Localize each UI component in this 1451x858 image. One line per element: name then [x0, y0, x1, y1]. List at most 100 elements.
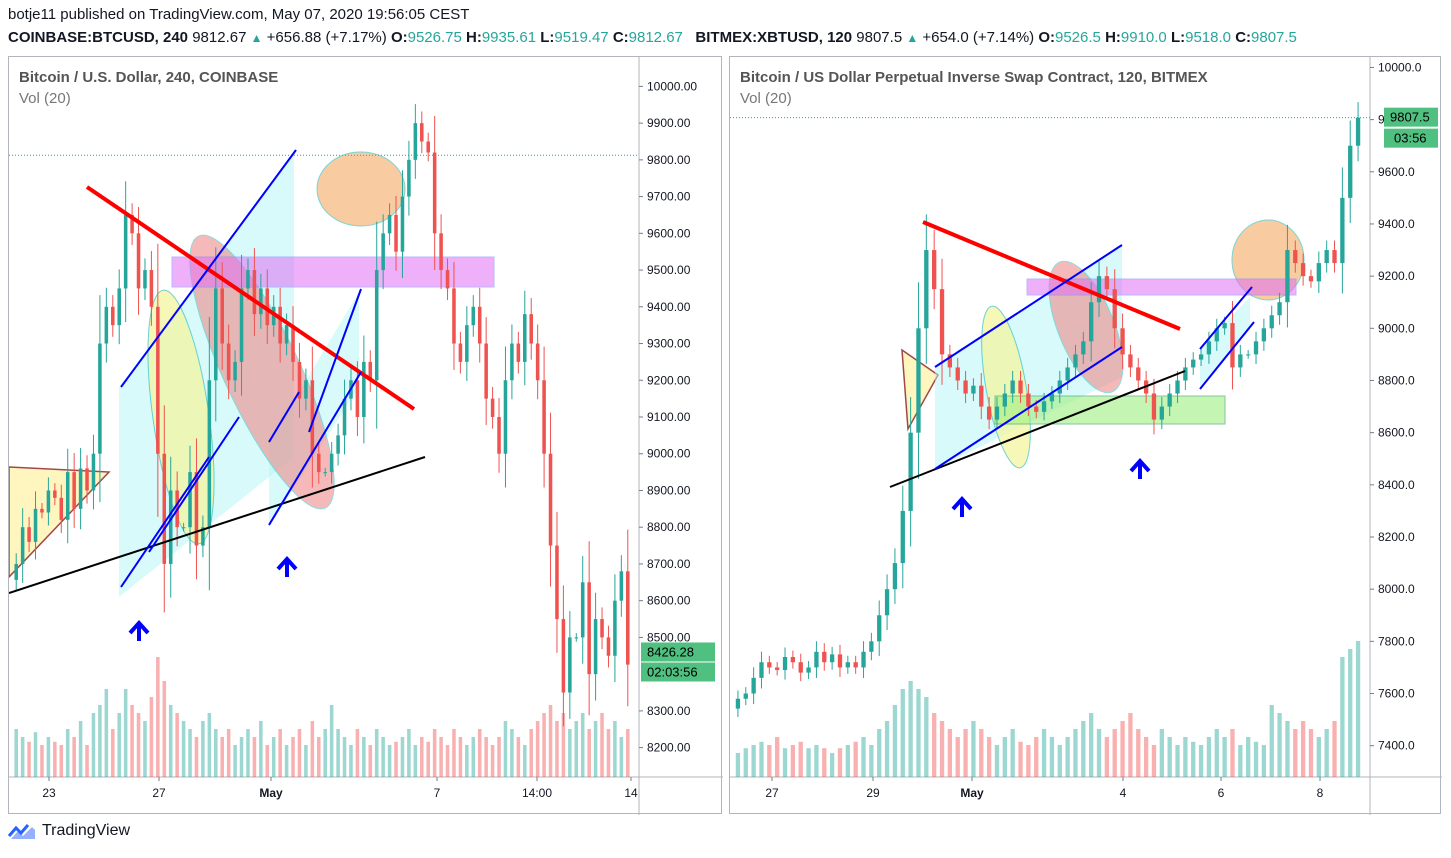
- volume-bar: [853, 741, 858, 777]
- volume-bar: [568, 729, 572, 777]
- right-change: +654.0 (+7.14%): [922, 29, 1035, 46]
- candle-body: [1159, 406, 1164, 420]
- candle-body: [329, 453, 334, 473]
- y-tick-label: 7600.0: [1378, 687, 1415, 701]
- candle-body: [600, 619, 604, 638]
- candle-body: [1034, 406, 1039, 412]
- candle-body: [194, 472, 199, 546]
- volume-bar: [587, 729, 591, 777]
- candle-body: [374, 270, 379, 381]
- candle-body: [1010, 380, 1015, 394]
- channel-line: [268, 371, 362, 526]
- candle-body: [916, 328, 921, 433]
- candle-body: [104, 306, 109, 344]
- volume-bar: [175, 713, 179, 777]
- candle-body: [892, 563, 898, 590]
- volume-bar: [593, 721, 598, 777]
- volume-bar: [735, 753, 741, 777]
- volume-bar: [40, 745, 44, 777]
- volume-bar: [979, 729, 984, 777]
- candle-body: [1222, 323, 1227, 329]
- volume-bar: [46, 737, 51, 777]
- volume-bar: [1308, 729, 1314, 777]
- candle-body: [1104, 276, 1110, 290]
- volume-bar: [387, 745, 392, 777]
- volume-bar: [284, 745, 289, 777]
- up-arrow-icon: [1129, 458, 1151, 473]
- candle-body: [775, 667, 780, 671]
- candle-body: [963, 380, 968, 394]
- candle-body: [884, 589, 890, 616]
- candle-body: [986, 406, 992, 420]
- candle-body: [143, 270, 147, 289]
- resistance-zone: [171, 256, 495, 288]
- y-tick-label: 9100.00: [647, 410, 691, 424]
- volume-bar: [439, 737, 443, 777]
- candle-body: [516, 343, 521, 362]
- y-tick-label: 7400.0: [1378, 739, 1415, 753]
- candle-body: [1348, 145, 1353, 198]
- candle-body: [593, 619, 598, 675]
- y-tick-label: 9400.0: [1378, 217, 1415, 231]
- candle-body: [1191, 359, 1196, 368]
- candle-body: [1041, 401, 1047, 412]
- candle-body: [580, 582, 585, 638]
- candle-body: [861, 651, 866, 668]
- volume-bar: [1065, 737, 1070, 777]
- volume-bar: [1198, 745, 1204, 777]
- left-o-label: O:: [390, 29, 408, 46]
- candle-body: [555, 545, 559, 620]
- candle-body: [767, 662, 772, 668]
- up-arrow-icon: [951, 496, 973, 511]
- volume-bar: [265, 745, 270, 777]
- countdown-tag: [1384, 128, 1438, 148]
- candle-body: [829, 654, 835, 663]
- left-chart-pane[interactable]: 10000.00 9900.00 9800.00 9700.00 9600.00 9500…: [8, 56, 723, 815]
- volume-bar: [317, 737, 321, 777]
- volume-bar: [220, 737, 224, 777]
- candle-body: [814, 651, 819, 668]
- volume-bar: [271, 737, 276, 777]
- candle-body: [1214, 328, 1219, 342]
- candle-body: [181, 527, 186, 529]
- candle-body: [1112, 289, 1117, 329]
- y-tick-label: 8500.00: [647, 630, 691, 644]
- tradingview-logo-icon: [8, 824, 35, 839]
- volume-bar: [214, 729, 218, 777]
- volume-bar: [523, 745, 527, 777]
- candle-body: [1293, 250, 1298, 264]
- candle-body: [1316, 263, 1321, 282]
- candle-body: [162, 453, 167, 564]
- candle-body: [1002, 393, 1007, 407]
- y-tick-label: 9700.00: [647, 190, 691, 204]
- candle-body: [1049, 393, 1055, 402]
- volume-bar: [877, 729, 882, 777]
- volume-bar: [1214, 729, 1219, 777]
- volume-bar: [626, 729, 630, 777]
- candle-body: [304, 380, 308, 399]
- candle-body: [568, 637, 572, 693]
- volume-bar: [78, 721, 83, 777]
- channel-line: [120, 149, 297, 388]
- right-chart-pane[interactable]: 10000.09800.09600.09400.09200.09000.0880…: [729, 56, 1442, 815]
- volume-bar: [374, 729, 379, 777]
- left-chart-svg[interactable]: 10000.00 9900.00 9800.00 9700.00 9600.00 9500…: [9, 57, 723, 815]
- volume-bar: [53, 741, 57, 777]
- channel-line: [1199, 321, 1255, 390]
- countdown-text: 02:03:56: [647, 664, 698, 679]
- candle-body: [33, 508, 38, 542]
- right-chart-svg[interactable]: 10000.09800.09600.09400.09200.09000.0880…: [730, 57, 1442, 815]
- left-last: 9812.67: [192, 29, 247, 46]
- volume-bar: [1293, 729, 1298, 777]
- volume-bar: [916, 689, 921, 777]
- candle-body: [220, 288, 224, 344]
- volume-bar: [181, 721, 186, 777]
- volume-bar: [117, 713, 121, 777]
- volume-bar: [613, 721, 617, 777]
- candle-body: [214, 288, 218, 381]
- volume-bar: [1026, 745, 1031, 777]
- y-tick-label: 9300.00: [647, 337, 691, 351]
- candle-body: [994, 406, 1000, 420]
- volume-bar: [822, 748, 827, 777]
- candle-body: [27, 527, 31, 542]
